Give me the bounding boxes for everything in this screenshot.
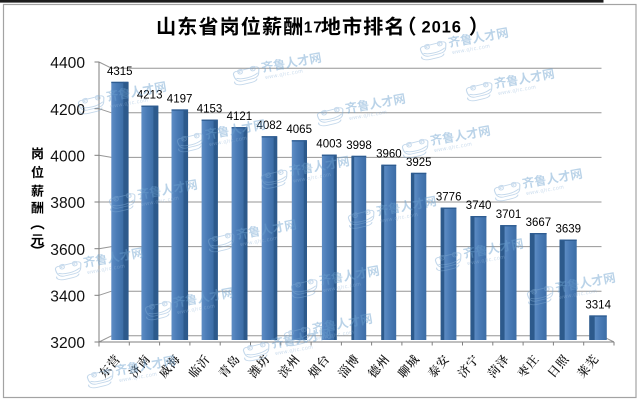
- svg-text:4121: 4121: [227, 111, 253, 123]
- svg-text:4000: 4000: [50, 149, 85, 166]
- svg-text:4200: 4200: [50, 102, 85, 119]
- svg-text:3998: 3998: [346, 140, 372, 152]
- svg-text:3667: 3667: [526, 217, 552, 229]
- svg-text:3776: 3776: [436, 192, 462, 204]
- svg-text:4082: 4082: [257, 120, 283, 132]
- svg-text:4197: 4197: [167, 93, 193, 105]
- svg-text:3639: 3639: [556, 224, 582, 236]
- svg-text:3600: 3600: [50, 242, 85, 259]
- svg-text:3800: 3800: [50, 195, 85, 212]
- svg-text:3925: 3925: [406, 157, 432, 169]
- svg-text:4153: 4153: [197, 104, 223, 116]
- svg-text:3960: 3960: [376, 149, 402, 161]
- svg-text:3740: 3740: [466, 200, 492, 212]
- svg-text:4065: 4065: [286, 124, 312, 136]
- svg-text:4315: 4315: [107, 66, 133, 78]
- svg-text:3400: 3400: [50, 289, 85, 306]
- svg-text:2016: 2016: [422, 19, 462, 37]
- svg-text:3314: 3314: [585, 299, 611, 311]
- svg-text:4400: 4400: [50, 55, 85, 72]
- svg-text:3200: 3200: [50, 335, 85, 352]
- svg-text:3701: 3701: [496, 209, 522, 221]
- svg-text:17: 17: [304, 20, 323, 37]
- svg-text:4003: 4003: [316, 139, 342, 151]
